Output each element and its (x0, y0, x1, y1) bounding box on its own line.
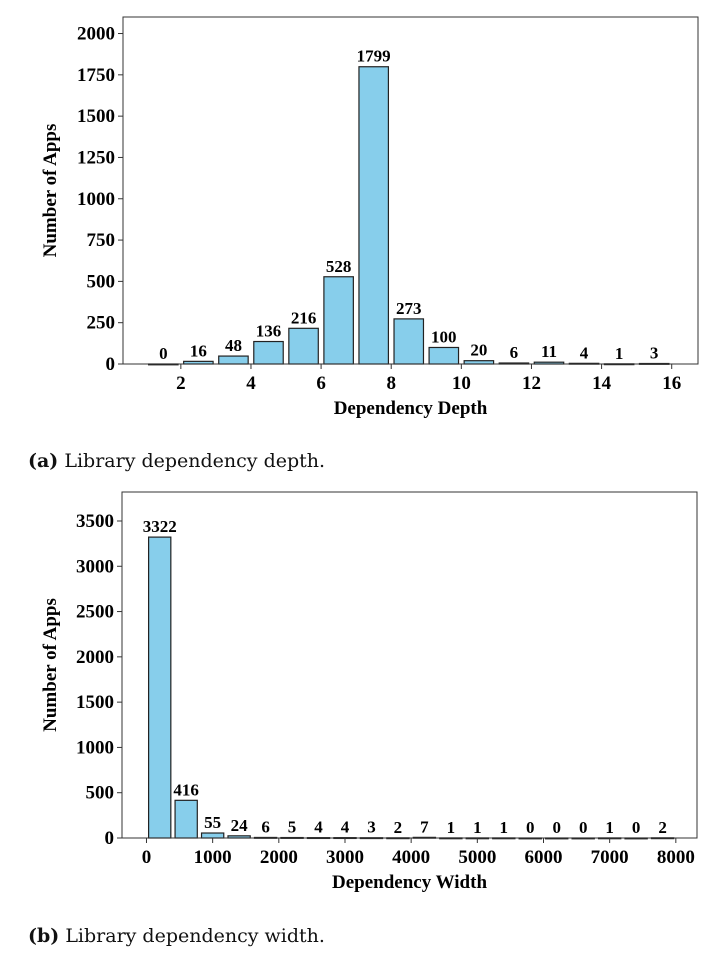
y-tick-label: 1500 (77, 106, 115, 127)
y-tick-label: 0 (106, 354, 116, 375)
bar-value-label: 5 (288, 818, 297, 837)
y-tick-label: 1000 (77, 189, 115, 210)
bar-value-label: 528 (326, 257, 352, 276)
x-axis-label: Dependency Depth (334, 398, 488, 419)
y-tick-label: 3000 (76, 556, 114, 577)
bar-value-label: 4 (314, 818, 323, 837)
bar-value-label: 20 (470, 341, 487, 360)
y-tick-label: 2000 (77, 24, 115, 45)
bar-value-label: 2 (658, 818, 667, 837)
bar-value-label: 0 (632, 818, 641, 837)
x-tick-label: 1000 (194, 847, 232, 868)
y-tick-label: 1500 (76, 692, 114, 713)
y-tick-label: 3500 (76, 511, 114, 532)
x-tick-label: 2000 (260, 847, 298, 868)
bar-value-label: 1 (605, 818, 614, 837)
bar-value-label: 3 (650, 344, 659, 363)
x-axis-label: Dependency Width (332, 872, 487, 893)
y-tick-label: 500 (86, 783, 115, 804)
bar-value-label: 273 (396, 299, 422, 318)
y-tick-label: 500 (87, 271, 116, 292)
x-tick-label: 8 (386, 373, 396, 394)
y-tick-label: 1750 (77, 65, 115, 86)
x-tick-label: 4 (246, 373, 256, 394)
y-tick-label: 1000 (76, 737, 114, 758)
bar-value-label: 216 (291, 308, 317, 327)
x-tick-label: 3000 (326, 847, 364, 868)
caption-b: (b) Library dependency width. (28, 925, 325, 947)
bar-value-label: 4 (580, 343, 589, 362)
bar-value-label: 1 (615, 344, 624, 363)
bar-value-label: 416 (173, 780, 199, 799)
bar-value-label: 1 (447, 818, 456, 837)
y-tick-label: 2000 (76, 647, 114, 668)
bar (358, 66, 390, 365)
bar (174, 799, 198, 839)
bar-value-label: 4 (341, 818, 350, 837)
bar-value-label: 136 (256, 322, 282, 341)
x-tick-label: 14 (592, 373, 612, 394)
bar-value-label: 7 (420, 817, 429, 836)
bar (218, 355, 249, 365)
y-tick-label: 2500 (76, 602, 114, 623)
bar-value-label: 24 (231, 816, 249, 835)
bar (288, 327, 319, 365)
bar-value-label: 0 (526, 818, 535, 837)
bar (253, 340, 284, 365)
x-tick-label: 0 (142, 847, 152, 868)
x-tick-label: 6 (316, 373, 326, 394)
bar-value-label: 3322 (143, 517, 177, 536)
x-tick-label: 7000 (591, 847, 629, 868)
bar-value-label: 1 (473, 818, 482, 837)
x-tick-label: 16 (662, 373, 681, 394)
bar-value-label: 11 (541, 342, 557, 361)
plot-frame (121, 491, 698, 839)
bar-value-label: 16 (190, 341, 207, 360)
bar-value-label: 6 (510, 343, 519, 362)
bar-value-label: 2 (394, 818, 403, 837)
x-tick-label: 10 (452, 373, 471, 394)
x-tick-label: 4000 (392, 847, 430, 868)
plot-frame (122, 16, 699, 365)
bar-value-label: 55 (204, 813, 221, 832)
bar (147, 536, 172, 839)
bar-value-label: 6 (261, 817, 270, 836)
y-tick-label: 250 (87, 313, 116, 334)
caption-a: (a) Library dependency depth. (28, 450, 326, 472)
x-tick-label: 6000 (524, 847, 562, 868)
bar-value-label: 1 (500, 818, 509, 837)
bar (200, 832, 225, 839)
bar-value-label: 0 (579, 818, 588, 837)
bar-value-label: 1799 (357, 47, 391, 66)
x-tick-label: 12 (522, 373, 541, 394)
y-tick-label: 750 (87, 230, 116, 251)
y-tick-label: 1250 (77, 147, 115, 168)
bar (428, 346, 460, 365)
bar (323, 276, 354, 365)
y-axis-label: Number of Apps (40, 598, 61, 732)
x-tick-label: 2 (176, 373, 186, 394)
bar-value-label: 48 (225, 336, 242, 355)
bar (393, 318, 425, 365)
bar-value-label: 0 (552, 818, 561, 837)
x-tick-label: 5000 (458, 847, 496, 868)
bar-value-label: 0 (159, 344, 168, 363)
y-tick-label: 0 (105, 828, 115, 849)
bar-value-label: 100 (431, 327, 457, 346)
x-tick-label: 8000 (657, 847, 695, 868)
y-axis-label: Number of Apps (40, 124, 61, 258)
bar-value-label: 3 (367, 818, 376, 837)
